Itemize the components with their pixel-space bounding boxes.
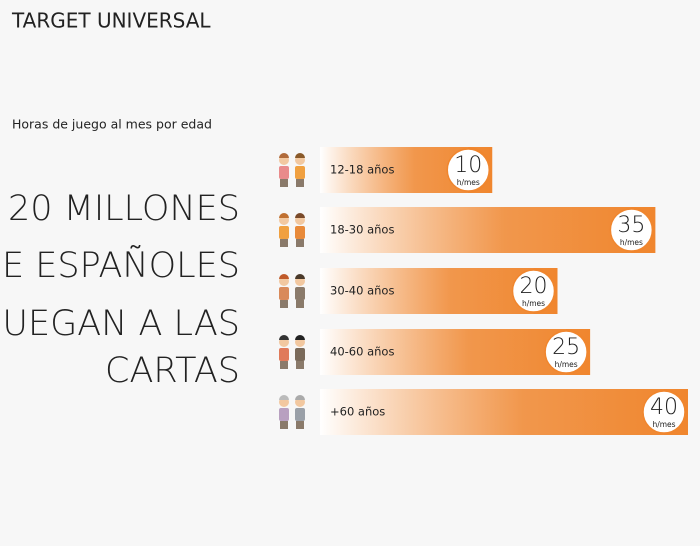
value-bubble (642, 390, 686, 434)
people-icon (279, 274, 289, 279)
value-unit: h/mes (652, 420, 675, 429)
people-icon (296, 239, 304, 247)
people-icon (280, 300, 288, 308)
value-bubble (544, 330, 588, 374)
value-bubble (446, 148, 490, 192)
value-label: 25 (552, 335, 580, 360)
value-bubble (609, 208, 654, 252)
people-icon (279, 166, 289, 179)
chart-subtitle: Horas de juego al mes por edad (12, 117, 212, 132)
headline-line: CARTAS (105, 351, 240, 391)
people-icon (279, 287, 289, 300)
value-bubble (511, 269, 556, 313)
people-icon (280, 179, 288, 187)
people-icon (295, 408, 305, 421)
people-icon (279, 395, 289, 400)
people-icon (279, 226, 289, 239)
people-icon (280, 421, 288, 429)
value-label: 20 (520, 274, 548, 299)
headline-line: JUEGAN A LAS (0, 304, 240, 344)
headline-line: DE ESPAÑOLES (0, 244, 240, 286)
people-icon (296, 361, 304, 369)
value-unit: h/mes (522, 299, 545, 308)
people-icon (295, 153, 305, 158)
value-unit: h/mes (620, 238, 643, 247)
people-icon (296, 421, 304, 429)
people-icon (295, 213, 305, 218)
people-icon (295, 335, 305, 340)
people-icon (279, 408, 289, 421)
people-icon (295, 226, 305, 239)
value-unit: h/mes (555, 360, 578, 369)
bar (320, 207, 656, 253)
category-label: 12-18 años (330, 163, 394, 177)
people-icon (295, 274, 305, 279)
people-icon (295, 166, 305, 179)
people-icon (296, 300, 304, 308)
category-label: 40-60 años (330, 345, 394, 359)
people-icon (279, 153, 289, 158)
people-icon (295, 348, 305, 361)
chart-title: TARGET UNIVERSAL (11, 9, 211, 33)
value-label: 35 (617, 213, 645, 238)
category-label: +60 años (330, 405, 385, 419)
value-unit: h/mes (457, 178, 480, 187)
people-icon (296, 179, 304, 187)
people-icon (279, 348, 289, 361)
headline-line: 20 MILLONES (8, 189, 240, 229)
people-icon (279, 213, 289, 218)
value-label: 10 (454, 153, 482, 178)
category-label: 30-40 años (330, 284, 394, 298)
people-icon (280, 239, 288, 247)
category-label: 18-30 años (330, 223, 394, 237)
people-icon (295, 395, 305, 400)
people-icon (295, 287, 305, 300)
people-icon (280, 361, 288, 369)
value-label: 40 (650, 395, 678, 420)
bar (320, 389, 688, 435)
people-icon (279, 335, 289, 340)
